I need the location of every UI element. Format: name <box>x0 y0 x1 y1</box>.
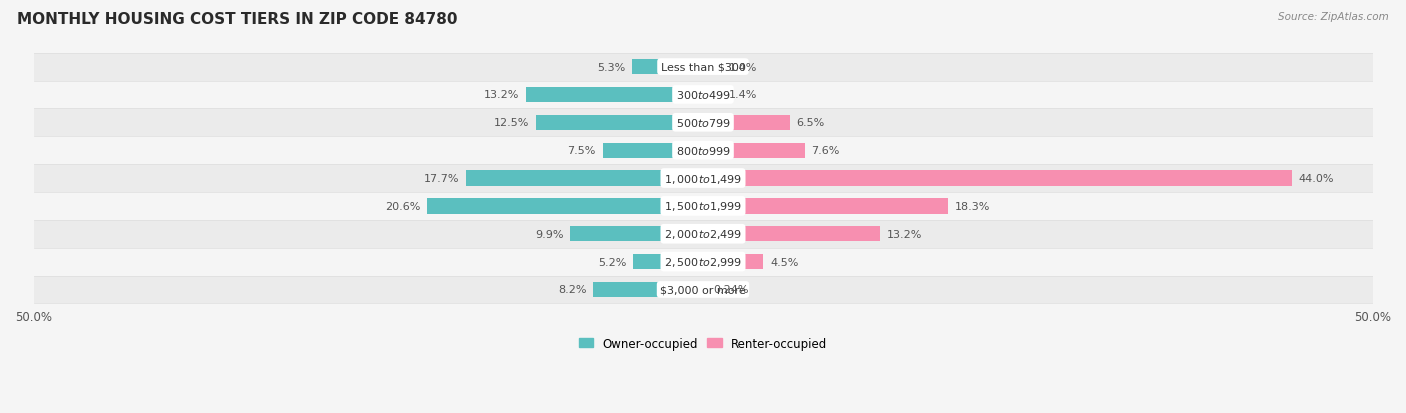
Text: 13.2%: 13.2% <box>484 90 520 100</box>
Text: $2,500 to $2,999: $2,500 to $2,999 <box>664 256 742 268</box>
Bar <box>593 282 703 297</box>
Text: 1.4%: 1.4% <box>728 62 756 72</box>
Text: $2,000 to $2,499: $2,000 to $2,499 <box>664 228 742 241</box>
Text: 44.0%: 44.0% <box>1299 173 1334 184</box>
Text: $800 to $999: $800 to $999 <box>675 145 731 157</box>
Text: 7.5%: 7.5% <box>568 146 596 156</box>
Text: $500 to $799: $500 to $799 <box>675 117 731 129</box>
Bar <box>571 227 703 242</box>
Bar <box>0 137 1406 165</box>
Bar <box>703 60 721 75</box>
Legend: Owner-occupied, Renter-occupied: Owner-occupied, Renter-occupied <box>574 332 832 355</box>
Bar <box>703 227 880 242</box>
Text: $300 to $499: $300 to $499 <box>675 89 731 101</box>
Bar <box>0 109 1406 137</box>
Bar <box>526 88 703 103</box>
Bar <box>0 54 1406 81</box>
Bar <box>703 171 1292 186</box>
Bar <box>465 171 703 186</box>
Text: 12.5%: 12.5% <box>494 118 529 128</box>
Bar <box>633 60 703 75</box>
Text: Less than $300: Less than $300 <box>661 62 745 72</box>
Bar <box>703 282 706 297</box>
Text: 7.6%: 7.6% <box>811 146 839 156</box>
Bar <box>703 88 721 103</box>
Text: 5.2%: 5.2% <box>599 257 627 267</box>
Text: 0.24%: 0.24% <box>713 285 748 295</box>
Text: 13.2%: 13.2% <box>886 229 922 239</box>
Text: 5.3%: 5.3% <box>598 62 626 72</box>
Text: 4.5%: 4.5% <box>770 257 799 267</box>
Text: $1,000 to $1,499: $1,000 to $1,499 <box>664 172 742 185</box>
Bar <box>703 115 790 131</box>
Bar <box>0 81 1406 109</box>
Bar <box>536 115 703 131</box>
Bar <box>703 143 804 159</box>
Bar <box>0 276 1406 304</box>
Text: 9.9%: 9.9% <box>536 229 564 239</box>
Text: 1.4%: 1.4% <box>728 90 756 100</box>
Text: $1,500 to $1,999: $1,500 to $1,999 <box>664 200 742 213</box>
Bar <box>0 165 1406 192</box>
Bar <box>703 199 948 214</box>
Text: MONTHLY HOUSING COST TIERS IN ZIP CODE 84780: MONTHLY HOUSING COST TIERS IN ZIP CODE 8… <box>17 12 457 27</box>
Bar <box>0 192 1406 220</box>
Bar <box>0 220 1406 248</box>
Bar <box>703 254 763 270</box>
Text: 20.6%: 20.6% <box>385 202 420 211</box>
Text: 18.3%: 18.3% <box>955 202 990 211</box>
Text: 6.5%: 6.5% <box>797 118 825 128</box>
Bar <box>633 254 703 270</box>
Bar <box>427 199 703 214</box>
Bar <box>603 143 703 159</box>
Text: Source: ZipAtlas.com: Source: ZipAtlas.com <box>1278 12 1389 22</box>
Text: 8.2%: 8.2% <box>558 285 586 295</box>
Text: 17.7%: 17.7% <box>423 173 460 184</box>
Bar <box>0 248 1406 276</box>
Text: $3,000 or more: $3,000 or more <box>661 285 745 295</box>
